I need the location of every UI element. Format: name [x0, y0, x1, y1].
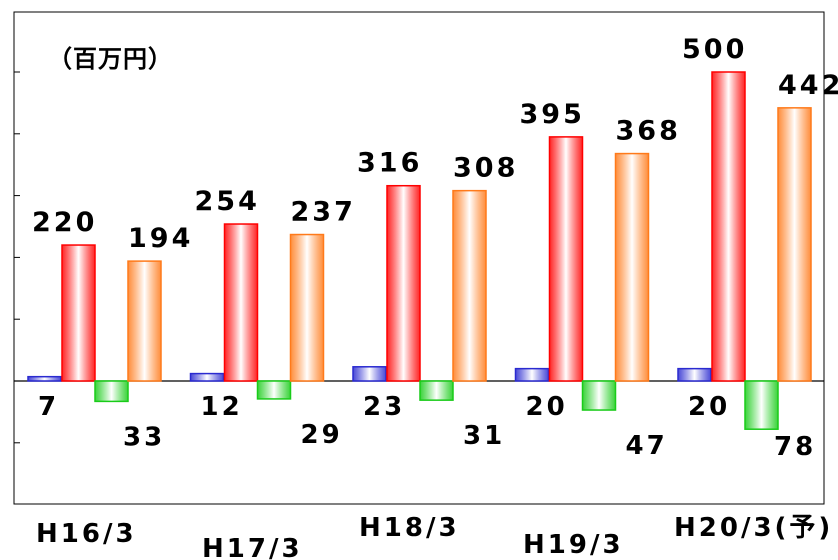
data-label: 20 [688, 392, 730, 422]
data-label: 237 [291, 197, 356, 228]
data-label: 395 [520, 99, 585, 130]
data-label: 368 [616, 116, 681, 147]
data-label: 316 [357, 148, 422, 179]
data-label: 29 [301, 420, 343, 450]
category-label: H18/3 [359, 513, 460, 543]
bar [614, 152, 650, 382]
category-label: H17/3 [202, 534, 303, 560]
bar [189, 372, 225, 382]
plot-frame [13, 11, 825, 505]
data-label: 254 [195, 186, 260, 217]
bar [289, 233, 325, 382]
data-label: 12 [201, 392, 243, 422]
data-label: 47 [626, 431, 668, 461]
data-label: 308 [453, 153, 518, 184]
bar [127, 260, 162, 382]
category-label: H19/3 [523, 530, 624, 560]
unit-label: （百万円） [48, 45, 173, 73]
data-label: 20 [526, 392, 568, 422]
bar [386, 184, 421, 382]
bar [223, 223, 259, 382]
bar [711, 71, 746, 382]
bar [744, 380, 779, 430]
category-label: H16/3 [36, 519, 137, 549]
bar [94, 380, 129, 403]
data-label: 194 [128, 223, 193, 254]
bar [548, 136, 584, 382]
bar [352, 366, 387, 382]
data-label: 33 [123, 422, 165, 452]
bar [677, 367, 712, 382]
data-label: 442 [778, 70, 838, 101]
data-label: 500 [682, 34, 747, 65]
bar [581, 380, 617, 411]
bar [419, 380, 454, 401]
category-label: H20/3(予) [674, 513, 833, 543]
bar [61, 244, 96, 382]
data-label: 220 [32, 207, 97, 238]
bar [514, 367, 550, 382]
bar [256, 380, 292, 400]
data-label: 31 [463, 421, 505, 451]
data-label: 7 [38, 392, 59, 422]
data-label: 78 [774, 432, 816, 462]
data-label: 23 [363, 392, 405, 422]
bar [27, 375, 62, 382]
bar [452, 189, 487, 382]
bar [777, 107, 812, 382]
